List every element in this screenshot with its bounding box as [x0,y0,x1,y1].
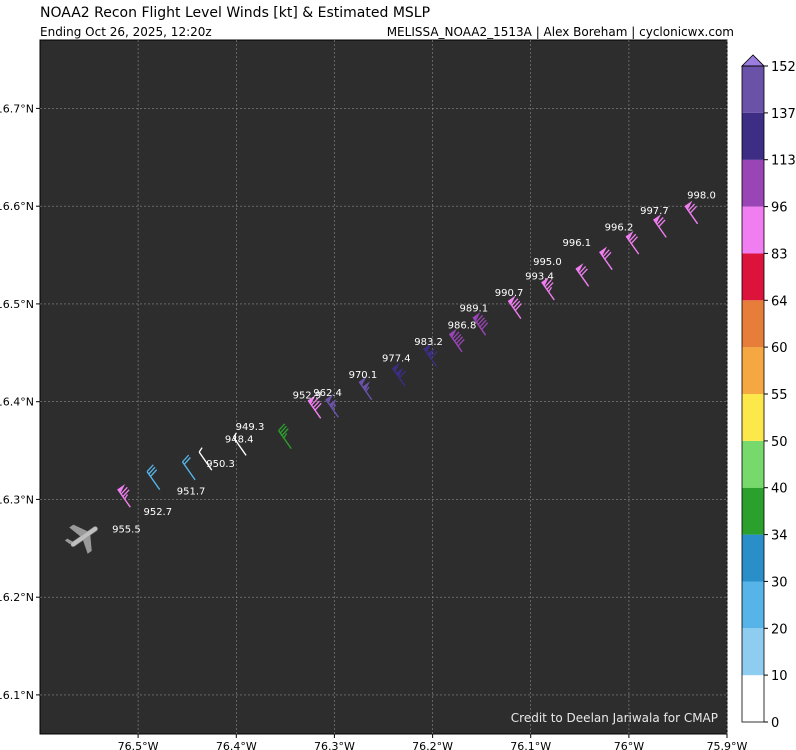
colorbar-tick-label: 0 [771,716,779,731]
colorbar-tick-label: 10 [771,669,788,684]
mslp-label: 977.4 [382,354,411,365]
attribution: MELISSA_NOAA2_1513A | Alex Boreham | cyc… [386,25,734,39]
colorbar-tick-label: 34 [771,529,788,544]
mslp-label: 955.5 [112,525,141,536]
wind-barb [684,200,699,225]
wind-barb [232,432,247,456]
y-tick-label: 16.1°N [0,689,34,702]
x-tick-label: 76.3°W [314,740,355,750]
mslp-label: 952.9 [293,391,322,402]
mslp-label: 962.4 [313,388,342,399]
colorbar-segment [742,206,764,254]
x-tick-label: 75.9°W [707,740,748,750]
chart-subtitle: Ending Oct 26, 2025, 12:20z [40,25,212,39]
colorbar-tick-label: 113 [771,154,796,169]
mslp-label: 997.7 [640,206,669,217]
x-tick-label: 76°W [614,740,644,750]
colorbar-tick-label: 55 [771,388,788,403]
colorbar-tick-label: 40 [771,482,788,497]
x-axis-ticks: 76.5°W 76.4°W 76.3°W 76.2°W 76.1°W 76°W 75.9°W [118,734,748,750]
wind-barb [448,328,465,353]
wind-barb [325,394,339,418]
aircraft-shape [64,524,99,554]
wind-barb [358,376,373,401]
y-tick-label: 16.3°N [0,493,34,506]
colorbar-tick-label: 137 [771,107,796,122]
wind-barbs [117,200,699,508]
x-tick-label: 76.4°W [216,740,257,750]
credit-text: Credit to Deelan Jariwala for CMAP [511,711,718,725]
wind-barb [472,312,489,336]
colorbar-segment [742,159,764,207]
wind-barb [307,395,322,419]
colorbar-segment [742,675,764,722]
colorbar-segment [742,487,764,535]
plot-background [39,39,728,735]
wind-barb [278,423,292,450]
grid-lines [40,40,728,734]
wind-barb [625,230,640,255]
colorbar-tick-label: 83 [771,247,788,262]
y-tick-label: 16.4°N [0,396,34,409]
chart-title: NOAA2 Recon Flight Level Winds [kt] & Es… [40,5,431,21]
colorbar-segment [742,628,764,676]
y-tick-label: 16.5°N [0,298,34,311]
mslp-label: 993.4 [525,272,554,283]
x-tick-label: 76.5°W [118,740,159,750]
wind-barb [653,214,667,238]
wind-barb [181,454,196,481]
mslp-label: 983.2 [414,337,443,348]
wind-barb [541,276,555,301]
colorbar-tick-label: 60 [771,341,788,356]
mslp-label: 949.3 [236,422,265,433]
mslp-label: 948.4 [225,435,254,446]
mslp-label: 950.3 [206,459,235,470]
mslp-label: 996.2 [605,223,634,234]
y-tick-label: 16.6°N [0,200,34,213]
colorbar-segment [742,347,764,394]
mslp-label: 951.7 [177,487,206,498]
mslp-label: 998.0 [687,190,716,201]
x-tick-label: 76.1°W [510,740,551,750]
mslp-label: 996.1 [562,238,591,249]
wind-barb [391,362,407,387]
wind-barb [575,263,590,287]
colorbar-segment [742,112,764,160]
mslp-label: 952.7 [143,507,172,518]
wind-barb [599,246,613,271]
wind-barb [117,484,131,508]
wind-barb [198,447,213,471]
colorbar-segment [742,440,764,488]
colorbar-tick-label: 20 [771,622,788,637]
y-axis-ticks: 16.1°N 16.2°N 16.3°N 16.4°N 16.5°N 16.6°N 16.7… [0,102,40,702]
wind-barb [507,295,522,320]
mslp-label: 970.1 [349,370,378,381]
colorbar-extend-arrow [741,54,765,67]
colorbar-tick-label: 152 [771,60,796,75]
colorbar-segment [742,394,764,441]
mslp-label: 989.1 [459,304,488,315]
colorbar-segment [742,581,764,629]
y-tick-label: 16.7°N [0,102,34,115]
colorbar-tick-label: 96 [771,201,788,216]
y-tick-label: 16.2°N [0,591,34,604]
aircraft-icon [64,524,99,554]
colorbar-segment [742,534,764,582]
colorbar-tick-label: 64 [771,294,788,309]
wind-barb [146,464,161,491]
colorbar-segment [742,66,764,113]
colorbar: 0 10 20 30 34 40 50 55 60 64 83 96 113 137 152 [741,54,796,731]
wind-barb [423,343,438,367]
colorbar-tick-label: 50 [771,435,788,450]
colorbar-tick-label: 30 [771,575,788,590]
mslp-label: 990.7 [495,288,524,299]
colorbar-segment [742,300,764,348]
colorbar-segment [742,253,764,301]
mslp-label: 995.0 [533,257,562,268]
mslp-label: 986.8 [448,320,477,331]
x-tick-label: 76.2°W [412,740,453,750]
